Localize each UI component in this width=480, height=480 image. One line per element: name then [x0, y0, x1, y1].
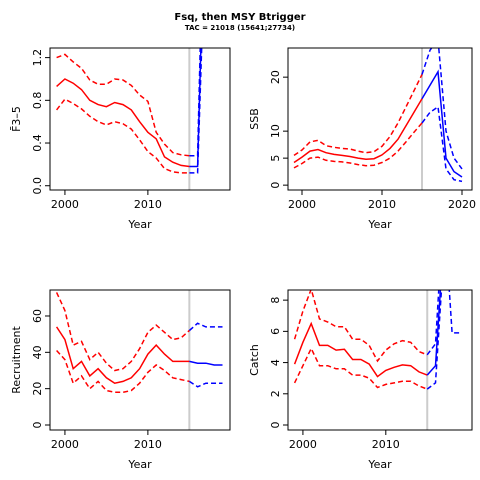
- series-line: [293, 122, 423, 169]
- y-tick-label: 20: [269, 70, 282, 84]
- x-tick-label: 2000: [51, 198, 79, 211]
- x-axis-title: Year: [127, 218, 152, 231]
- series-line: [188, 380, 223, 388]
- series-line: [426, 290, 461, 356]
- y-tick-label: 0.0: [31, 177, 44, 195]
- y-tick-label: 0.4: [31, 134, 44, 152]
- x-tick-label: 2010: [368, 198, 396, 211]
- x-axis-title: Year: [367, 458, 392, 471]
- page-subtitle: TAC = 21018 (15641;27734): [185, 24, 295, 32]
- x-tick-label: 2000: [288, 198, 316, 211]
- y-tick-label: 0: [269, 182, 282, 189]
- series-line: [293, 321, 428, 378]
- y-axis-title: F̄3–5: [10, 106, 23, 132]
- series-line: [293, 346, 428, 390]
- series-line: [56, 78, 190, 168]
- series-line: [421, 105, 463, 183]
- y-tick-label: 4: [269, 359, 282, 366]
- y-tick-label: 60: [31, 309, 44, 323]
- plot-frame: [49, 289, 231, 431]
- x-tick-label: 2020: [448, 198, 476, 211]
- series-line: [421, 69, 463, 178]
- y-tick-label: 20: [31, 382, 44, 396]
- plot-frame: [49, 47, 231, 191]
- x-axis-title: Year: [127, 458, 152, 471]
- series-line: [56, 53, 190, 157]
- plot-frame: [287, 47, 473, 191]
- series-line: [293, 98, 423, 164]
- y-axis-title: SSB: [248, 108, 261, 130]
- series-line: [293, 290, 428, 363]
- series-line: [421, 48, 463, 170]
- plot-area: [293, 48, 463, 190]
- series-line: [426, 290, 443, 390]
- y-tick-label: 40: [31, 345, 44, 359]
- y-tick-label: 0.8: [31, 92, 44, 110]
- x-tick-label: 2010: [134, 198, 162, 211]
- y-tick-label: 10: [269, 124, 282, 138]
- y-tick-label: 8: [269, 297, 282, 304]
- y-tick-label: 2: [269, 390, 282, 397]
- series-line: [55, 292, 190, 372]
- series-line: [56, 98, 190, 174]
- series-line: [293, 74, 423, 157]
- series-line: [426, 290, 442, 376]
- y-tick-label: 1.2: [31, 49, 44, 67]
- series-line: [189, 48, 203, 174]
- y-tick-label: 0: [269, 422, 282, 429]
- y-axis-title: Catch: [248, 344, 261, 376]
- series-line: [189, 360, 223, 366]
- plot-frame: [287, 289, 473, 431]
- plot-area: [55, 290, 223, 430]
- y-tick-label: 5: [269, 155, 282, 162]
- x-tick-label: 2010: [372, 438, 400, 451]
- y-axis-title: Recruitment: [10, 326, 23, 394]
- y-tick-label: 0: [31, 422, 44, 429]
- series-line: [55, 326, 190, 384]
- plot-area: [293, 290, 461, 430]
- series-line: [188, 322, 223, 332]
- x-tick-label: 2000: [51, 438, 79, 451]
- page-title: Fsq, then MSY Btrigger: [174, 12, 305, 23]
- x-tick-label: 2000: [289, 438, 317, 451]
- x-axis-title: Year: [367, 218, 392, 231]
- y-tick-label: 6: [269, 328, 282, 335]
- series-line: [189, 48, 202, 168]
- plot-area: [56, 48, 203, 190]
- x-tick-label: 2010: [134, 438, 162, 451]
- series-line: [56, 349, 190, 394]
